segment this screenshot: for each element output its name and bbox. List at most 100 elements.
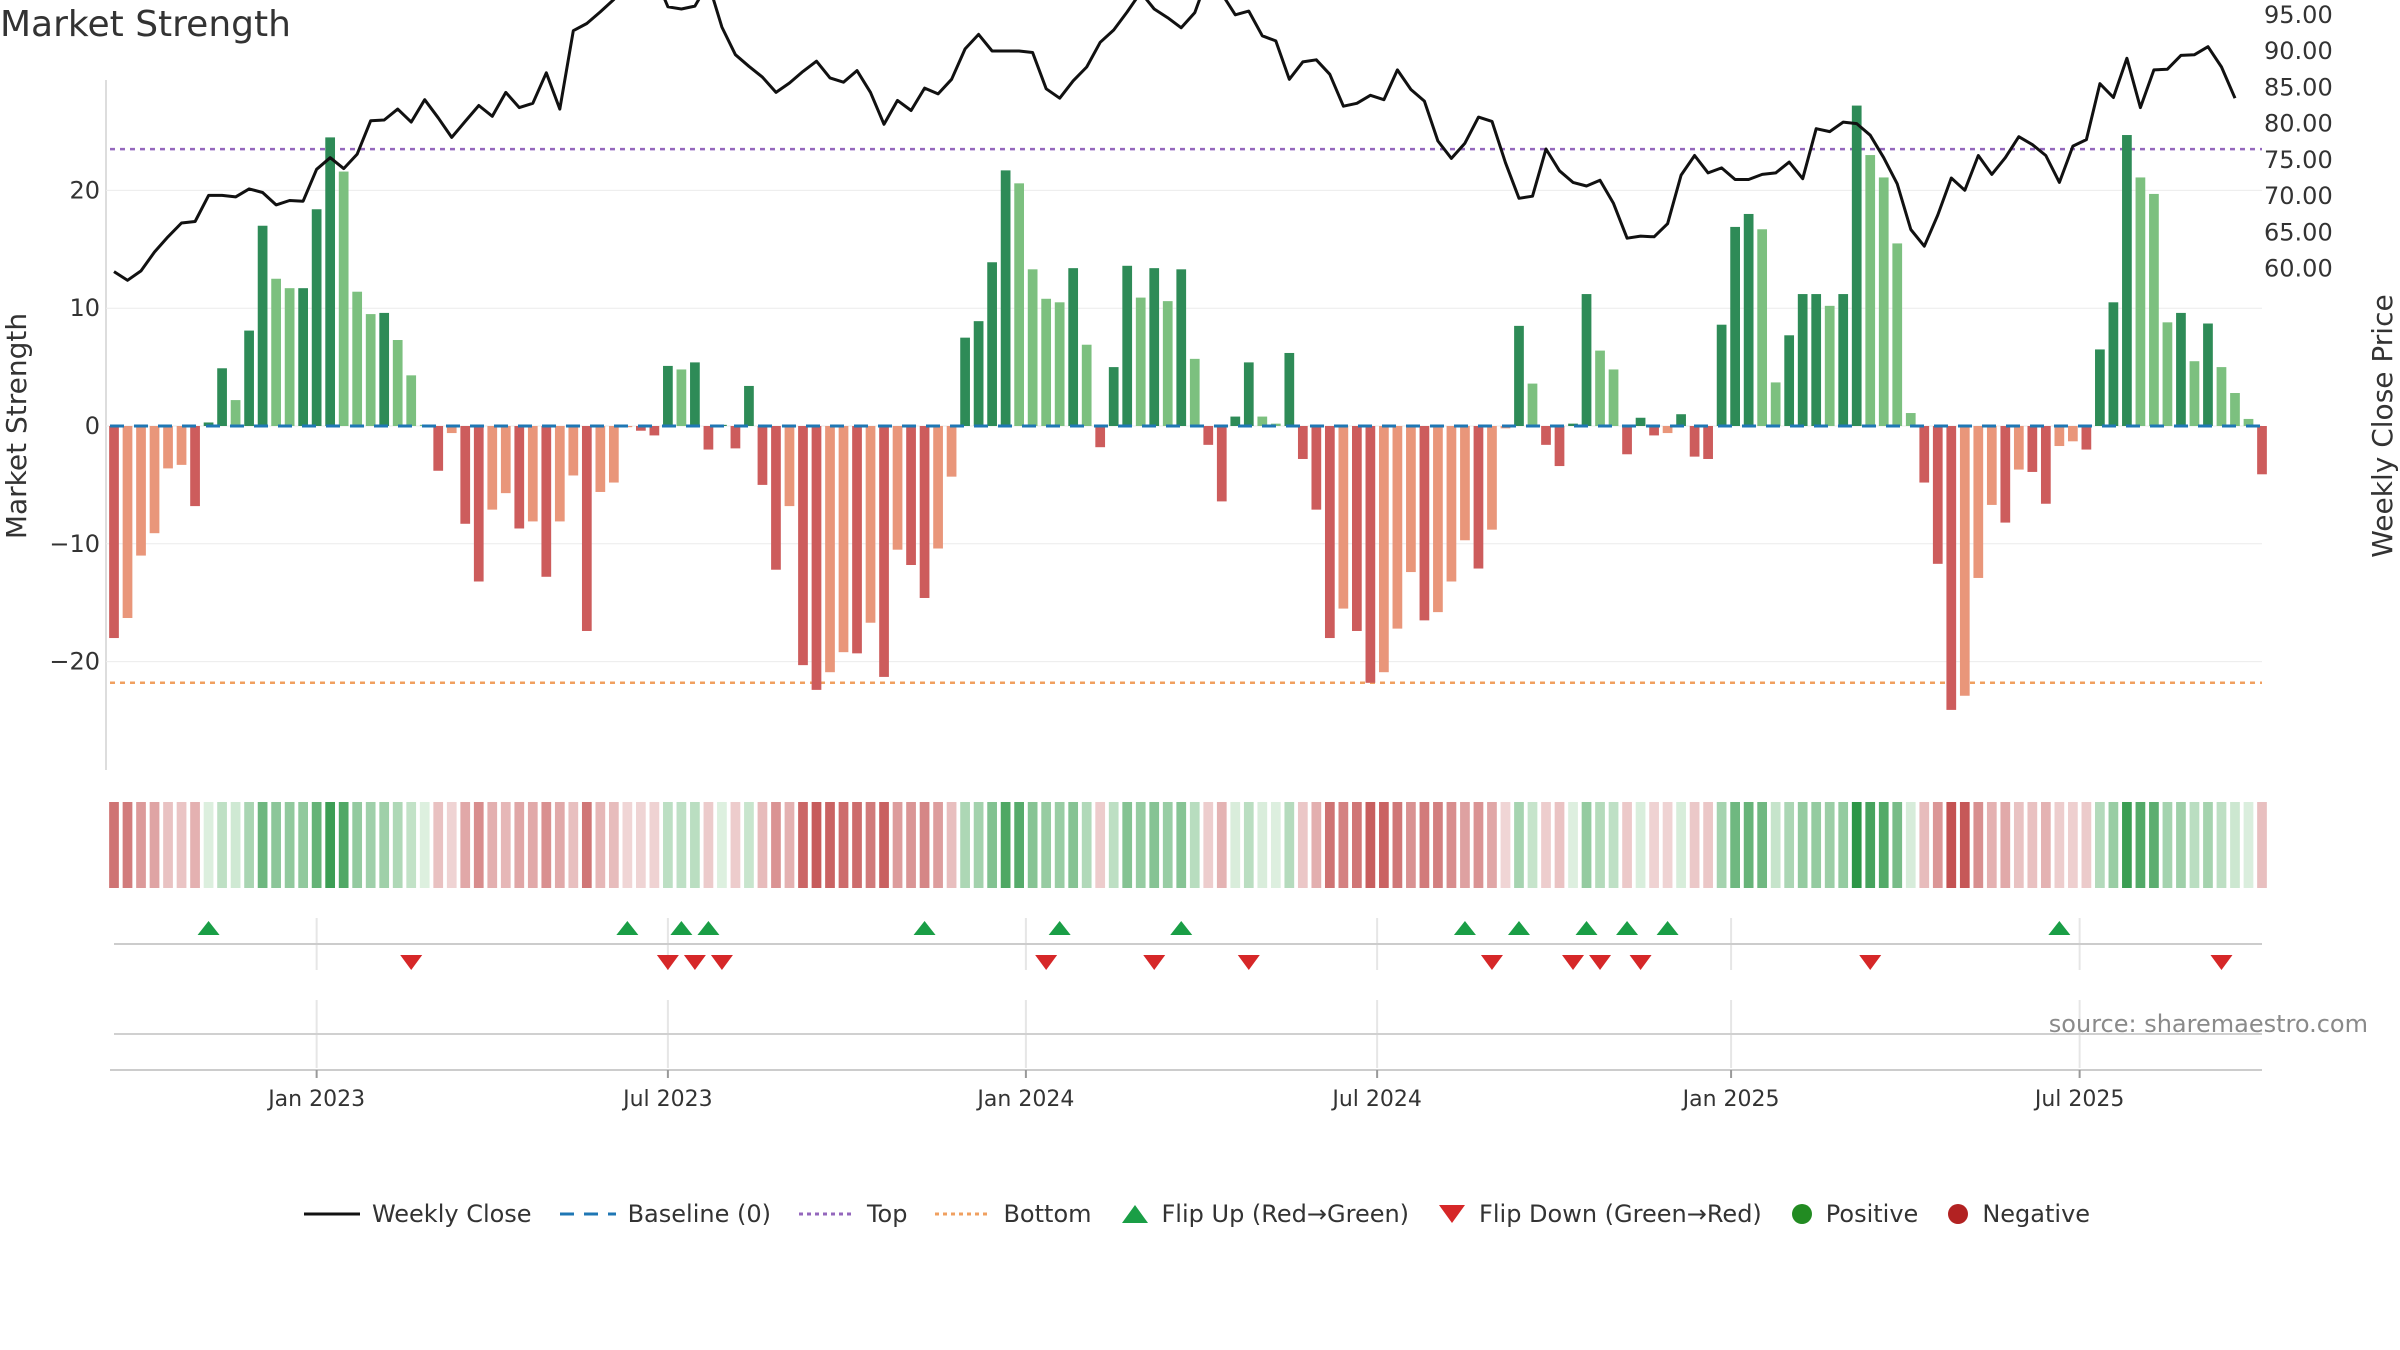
strength-bar [1365, 426, 1376, 683]
strength-bar [973, 321, 984, 426]
heat-strip-cell [1514, 802, 1524, 888]
flip-down-marker [1589, 955, 1612, 970]
heat-strip-cell [433, 802, 444, 888]
strength-bar [703, 426, 714, 450]
heat-strip-cell [811, 802, 822, 888]
strength-bar [1095, 426, 1106, 448]
legend-item-weekly-close: Weekly Close [302, 1200, 532, 1228]
heat-strip-cell [1932, 802, 1943, 888]
strength-bar [757, 426, 768, 485]
heat-strip-cell [1446, 802, 1457, 888]
strength-bar [514, 426, 525, 529]
strength-bar [527, 426, 538, 522]
strength-bar [865, 426, 876, 623]
heat-strip-cell [1406, 802, 1416, 888]
heat-strip-cell [1905, 802, 1916, 888]
strength-bar [595, 426, 606, 492]
heat-strip-cell [1892, 802, 1903, 888]
heat-strip-cell [311, 802, 322, 888]
heat-strip-cell [1973, 802, 1984, 888]
heat-strip-cell [1622, 802, 1632, 888]
heat-strip-cell [1122, 802, 1133, 888]
legend-label: Negative [1982, 1200, 2091, 1228]
strength-bar [1892, 243, 1903, 426]
strength-bar [2216, 367, 2227, 426]
right-tick-label: 65.00 [2264, 218, 2333, 246]
heat-strip-cell [1473, 802, 1484, 888]
strength-bar [311, 209, 322, 426]
legend-label: Top [866, 1200, 908, 1228]
heat-strip-cell [1000, 802, 1011, 888]
weekly-close-line [113, 0, 2237, 282]
heat-strip-cell [2054, 802, 2065, 888]
flip-up-marker [1453, 921, 1476, 935]
flip-down-marker [1143, 955, 1166, 970]
heat-strip-cell [987, 802, 997, 888]
heat-strip-cell [1365, 802, 1376, 888]
strength-bar [1392, 426, 1403, 629]
strength-bar [1135, 297, 1146, 426]
heat-strip-cell [2149, 802, 2159, 888]
strength-bar [1824, 305, 1835, 426]
strength-bar [879, 426, 889, 677]
strength-bar [1865, 155, 1876, 426]
heat-strip-cell [1460, 802, 1470, 888]
strength-bar [1919, 426, 1930, 483]
strength-bar [1514, 325, 1524, 426]
strength-bar [2027, 426, 2038, 472]
right-tick-label: 95.00 [2264, 1, 2333, 29]
heat-strip-cell [122, 802, 133, 888]
source-credit: source: sharemaestro.com [2048, 1010, 2368, 1038]
heat-strip-cell [473, 802, 484, 888]
heat-strip-cell [676, 802, 687, 888]
heat-strip-cell [1257, 802, 1268, 888]
strength-bar [1743, 213, 1754, 426]
heat-strip-cell [1689, 802, 1700, 888]
heat-strip-cell [2068, 802, 2078, 888]
heat-strip-cell [1743, 802, 1754, 888]
strength-bar [1216, 426, 1227, 502]
heat-strip-cell [1527, 802, 1538, 888]
x-tick-label: Jan 2023 [266, 1087, 365, 1112]
strength-bar [825, 426, 835, 673]
heat-strip-cell [1324, 802, 1335, 888]
heat-strip-cell [1095, 802, 1106, 888]
heat-strip-cell [541, 802, 552, 888]
heat-strip-cell [149, 802, 160, 888]
heat-strip-cell [203, 802, 214, 888]
heat-strip-cell [190, 802, 200, 888]
heat-strip-cell [1419, 802, 1430, 888]
circle-icon [1791, 1204, 1812, 1224]
strength-bar [1797, 294, 1808, 426]
strength-bar [257, 225, 268, 426]
strength-bar [1041, 298, 1052, 426]
heat-strip-cell [352, 802, 363, 888]
strength-bar [1352, 426, 1362, 631]
left-tick-label: 20 [69, 176, 100, 204]
strength-bar [1716, 324, 1727, 426]
strength-bar [1014, 183, 1024, 426]
legend-item-top: Top [797, 1200, 908, 1228]
strength-bar [1689, 426, 1700, 457]
strength-bar [2122, 135, 2132, 426]
strength-bar [554, 426, 565, 522]
strength-bar [2203, 323, 2213, 426]
heat-strip-cell [2122, 802, 2132, 888]
flip-down-marker [1562, 955, 1585, 970]
x-tick-label: Jul 2024 [1330, 1087, 1422, 1112]
heat-strip-cell [1243, 802, 1254, 888]
heat-strip-cell [1433, 802, 1443, 888]
heat-strip-cell [1838, 802, 1849, 888]
flip-up-marker [1575, 921, 1598, 935]
heat-strip-cell [163, 802, 173, 888]
right-tick-label: 60.00 [2264, 255, 2333, 283]
strength-bar [1568, 423, 1578, 426]
heat-strip-cell [1770, 802, 1781, 888]
heat-strip-cell [825, 802, 835, 888]
strength-bar [946, 426, 957, 477]
strength-bar [1622, 426, 1632, 455]
strength-bar [852, 426, 862, 654]
strength-bar [1176, 269, 1187, 426]
flip-up-marker [1170, 921, 1193, 935]
heat-strip-cell [2027, 802, 2038, 888]
